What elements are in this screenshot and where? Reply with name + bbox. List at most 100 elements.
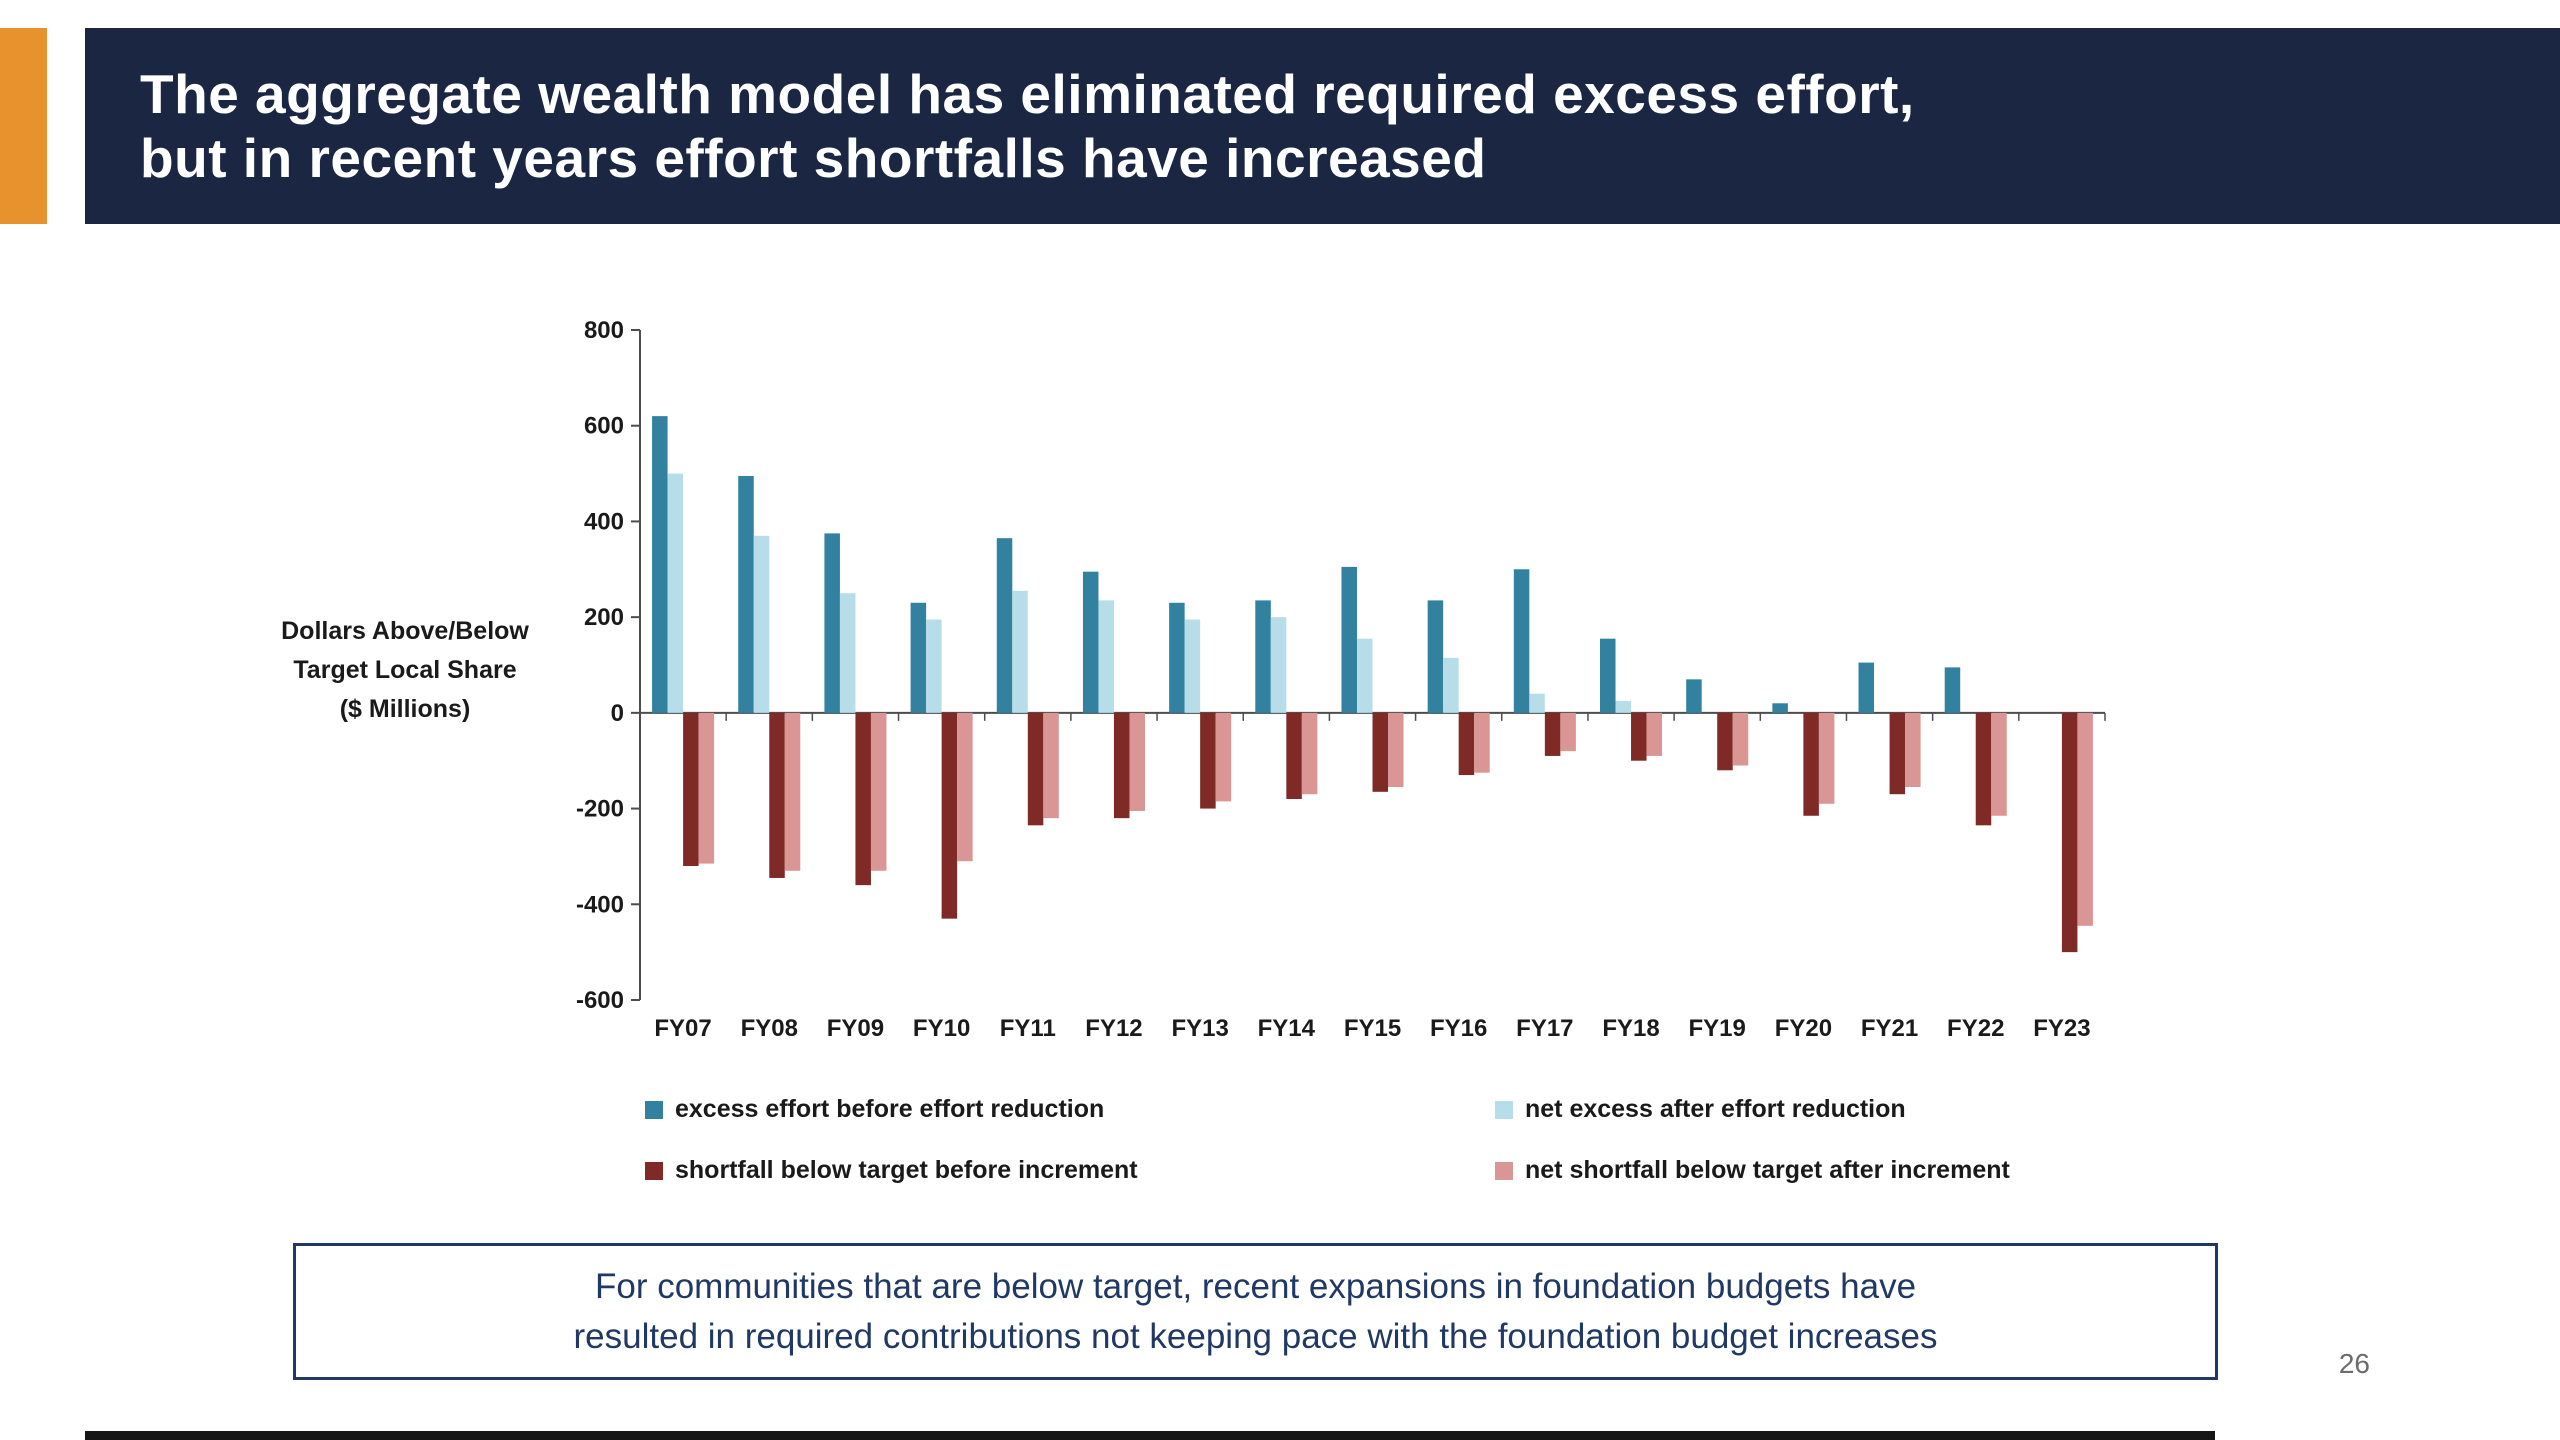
bar	[652, 416, 668, 713]
x-tick-label: FY07	[654, 1015, 711, 1042]
legend-swatch-shortfall-before	[645, 1161, 663, 1180]
bar	[2061, 712, 2078, 953]
x-tick-label: FY23	[2033, 1015, 2090, 1042]
x-tick-label: FY17	[1516, 1015, 1573, 1042]
bar	[1098, 600, 1114, 713]
bar	[1443, 657, 1459, 713]
bar	[957, 712, 973, 862]
bar	[1905, 712, 1921, 788]
bar	[1388, 712, 1404, 788]
bar	[1615, 700, 1632, 713]
bar	[1356, 638, 1373, 713]
bar	[1889, 712, 1906, 795]
bar	[1631, 712, 1647, 761]
legend-swatch-excess-before	[645, 1100, 663, 1119]
bar	[1686, 679, 1702, 713]
bar	[738, 475, 754, 713]
slide-title-line-2: but in recent years effort shortfalls ha…	[140, 127, 1487, 189]
accent-bar	[0, 28, 47, 224]
bar	[1184, 619, 1201, 713]
bar-chart: 800 600 400 200 0 -200 -400 -600 FY07 FY08 FY09 FY1…	[576, 317, 2106, 1042]
legend-label-excess-before: excess effort before effort reduction	[675, 1095, 1105, 1123]
y-tick-label: -600	[576, 987, 624, 1014]
bar	[1858, 662, 1875, 713]
x-tick-label: FY19	[1689, 1015, 1746, 1042]
legend-label-net-shortfall: net shortfall below target after increme…	[1525, 1156, 2010, 1184]
bar	[1082, 571, 1099, 713]
bar	[1043, 712, 1059, 819]
bar	[839, 593, 856, 713]
legend-label-shortfall-before: shortfall below target before increment	[675, 1156, 1138, 1184]
x-tick-label: FY14	[1258, 1015, 1316, 1042]
bar	[1560, 712, 1576, 752]
x-tick-label: FY11	[1000, 1015, 1056, 1042]
x-tick-label: FY16	[1430, 1015, 1487, 1042]
bar	[1215, 712, 1232, 802]
x-tick-label: FY08	[741, 1015, 798, 1042]
callout-box: For communities that are below target, r…	[293, 1243, 2218, 1381]
x-tick-label: FY10	[913, 1015, 970, 1042]
x-tick-label: FY12	[1085, 1015, 1142, 1042]
legend-item-shortfall-before: shortfall below target before increment	[645, 1156, 1495, 1185]
bar	[769, 712, 785, 878]
bar	[824, 533, 840, 713]
y-axis-title-line-3: ($ Millions)	[339, 694, 471, 723]
y-axis-title-line-2: Target Local Share	[293, 655, 517, 684]
bar	[1732, 712, 1749, 766]
y-axis-title-line-1: Dollars Above/Below	[281, 617, 529, 645]
bar	[1301, 712, 1318, 795]
bar	[1169, 602, 1185, 713]
page-number: 26	[2338, 1348, 2370, 1379]
bar	[784, 712, 801, 871]
bar	[855, 712, 871, 886]
bar	[1427, 600, 1444, 713]
bar	[910, 602, 927, 713]
bar	[1270, 617, 1287, 713]
bar	[1513, 569, 1530, 713]
bar	[2077, 712, 2093, 926]
bar	[1474, 712, 1490, 773]
x-tick-label: FY13	[1171, 1015, 1228, 1042]
x-tick-label: FY09	[827, 1015, 884, 1042]
bar	[1458, 712, 1475, 776]
legend-item-excess-before: excess effort before effort reduction	[645, 1095, 1495, 1124]
bar	[683, 712, 699, 866]
x-tick-label: FY22	[1947, 1015, 2004, 1042]
bar	[1991, 712, 2007, 816]
y-tick-label: 800	[584, 317, 624, 344]
footer-bar	[85, 1431, 2215, 1440]
y-tick-label: 200	[584, 604, 624, 631]
bar	[1027, 712, 1044, 826]
y-tick-label: 400	[584, 508, 624, 535]
bar	[753, 535, 770, 713]
bar	[1646, 712, 1663, 756]
bar	[1255, 600, 1271, 713]
legend-item-net-shortfall: net shortfall below target after increme…	[1495, 1156, 2125, 1185]
slide-title-bar: The aggregate wealth model has eliminate…	[85, 28, 2560, 224]
x-tick-label: FY18	[1602, 1015, 1659, 1042]
legend-label-net-excess: net excess after effort reduction	[1525, 1095, 1906, 1123]
bar	[996, 538, 1013, 713]
legend-swatch-net-excess	[1495, 1100, 1513, 1119]
bar	[1372, 712, 1389, 792]
bar	[1113, 712, 1130, 819]
bar	[1818, 712, 1835, 804]
y-axis-title: Dollars Above/Below Target Local Share (…	[240, 612, 570, 728]
bar	[1944, 667, 1961, 713]
callout-line-2: resulted in required contributions not k…	[573, 1316, 1938, 1356]
y-tick-label: 600	[584, 413, 624, 440]
legend-item-net-excess: net excess after effort reduction	[1495, 1095, 2125, 1124]
bar	[1129, 712, 1145, 811]
bar	[667, 473, 684, 713]
legend-swatch-net-shortfall	[1495, 1161, 1513, 1180]
bar	[1975, 712, 1992, 826]
bar	[870, 712, 887, 871]
bar	[941, 712, 958, 919]
bar	[1012, 590, 1028, 713]
bar	[926, 619, 942, 713]
bar	[1772, 703, 1788, 713]
bar	[1286, 712, 1302, 799]
chart-legend: excess effort before effort reduction ne…	[645, 1095, 2125, 1185]
y-tick-label: -400	[576, 891, 624, 918]
x-tick-label: FY15	[1344, 1015, 1401, 1042]
